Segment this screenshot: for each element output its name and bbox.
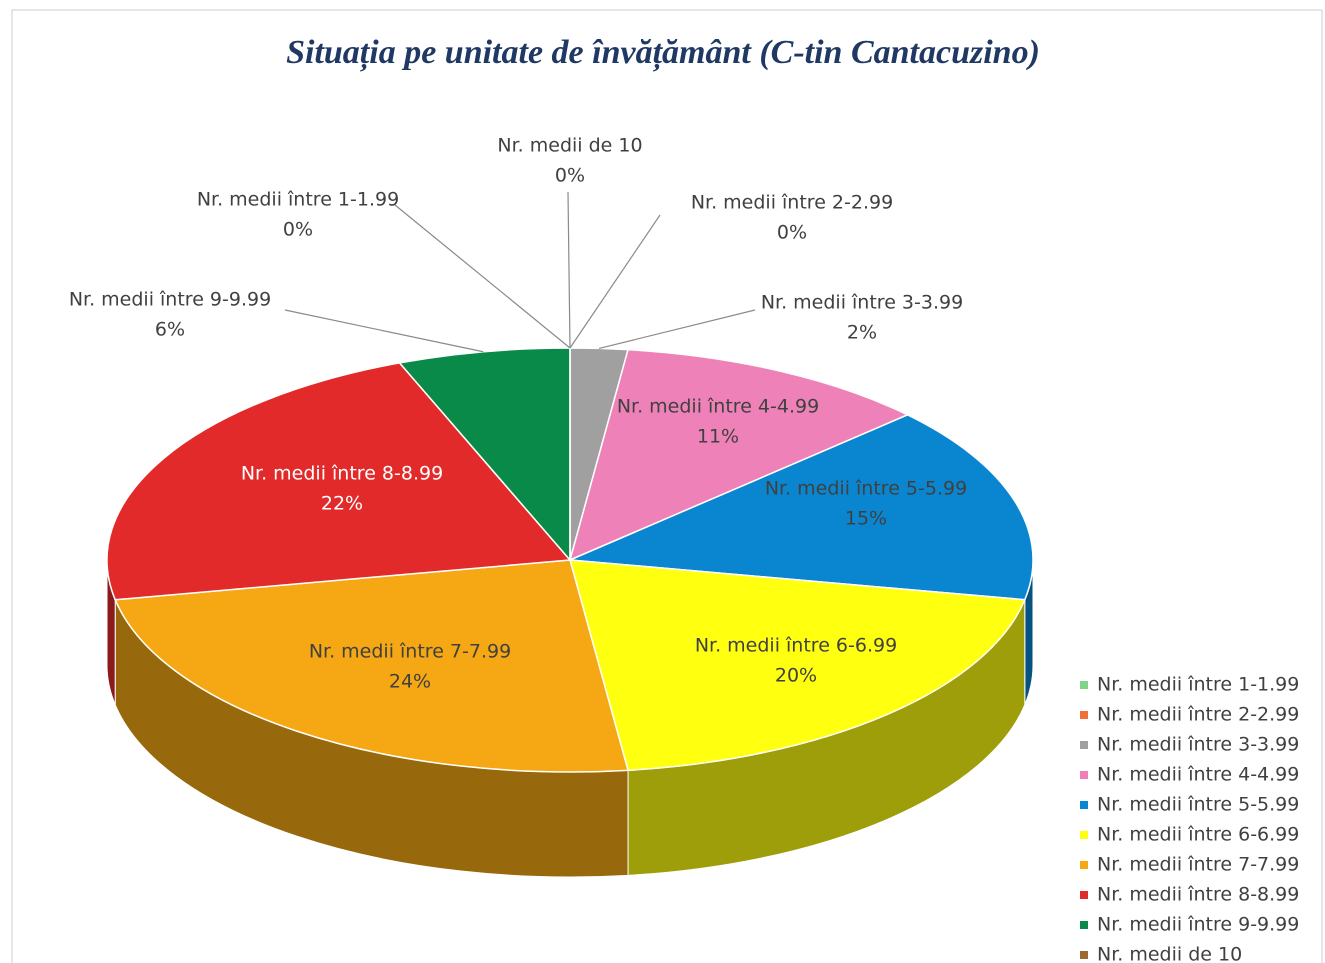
legend-label: Nr. medii între 2-2.99 xyxy=(1097,704,1299,726)
legend-swatch xyxy=(1080,771,1088,779)
legend-label: Nr. medii de 10 xyxy=(1097,944,1242,963)
data-label-name: Nr. medii între 2-2.99 xyxy=(691,192,893,214)
data-label: 6% xyxy=(155,319,185,341)
data-label: 20% xyxy=(775,665,817,687)
legend-swatch xyxy=(1080,861,1088,869)
chart-frame xyxy=(11,9,1323,963)
leader-line xyxy=(598,309,756,350)
data-label: 0% xyxy=(777,222,807,244)
data-label-name: Nr. medii între 3-3.99 xyxy=(761,292,963,314)
data-label: 0% xyxy=(283,219,313,241)
legend-swatch xyxy=(1080,951,1088,959)
leader-line xyxy=(567,191,571,349)
legend-label: Nr. medii între 1-1.99 xyxy=(1097,674,1299,696)
slice xyxy=(568,348,910,562)
data-label-name: Nr. medii între 5-5.99 xyxy=(765,478,967,500)
legend-label: Nr. medii între 7-7.99 xyxy=(1097,854,1299,876)
slice xyxy=(106,362,572,601)
data-label-name: Nr. medii între 8-8.99 xyxy=(241,463,443,485)
data-label: 0% xyxy=(555,165,585,187)
data-label-name: Nr. medii între 7-7.99 xyxy=(309,641,511,663)
legend-label: Nr. medii între 8-8.99 xyxy=(1097,884,1299,906)
legend-swatch xyxy=(1080,831,1088,839)
data-label-name: Nr. medii de 10 xyxy=(497,135,642,157)
data-label: 22% xyxy=(321,493,363,515)
leader-line xyxy=(284,309,484,353)
legend-label: Nr. medii între 9-9.99 xyxy=(1097,914,1299,936)
data-label: 2% xyxy=(847,322,877,344)
leader-line xyxy=(394,204,571,349)
legend-swatch xyxy=(1080,711,1088,719)
legend-swatch xyxy=(1080,921,1088,929)
leader-line xyxy=(569,214,661,349)
legend-swatch xyxy=(1080,891,1088,899)
data-label-name: Nr. medii între 4-4.99 xyxy=(617,396,819,418)
legend-label: Nr. medii între 6-6.99 xyxy=(1097,824,1299,846)
data-label-name: Nr. medii între 9-9.99 xyxy=(69,289,271,311)
data-label-name: Nr. medii între 1-1.99 xyxy=(197,189,399,211)
legend-swatch xyxy=(1080,801,1088,809)
slice xyxy=(568,559,1026,772)
chart-title: Situația pe unitate de învățământ (C-tin… xyxy=(286,34,1040,72)
data-label-name: Nr. medii între 6-6.99 xyxy=(695,635,897,657)
data-label: 24% xyxy=(389,671,431,693)
legend-swatch xyxy=(1080,741,1088,749)
data-label: 15% xyxy=(845,508,887,530)
data-label: 11% xyxy=(697,426,739,448)
slice xyxy=(114,559,629,773)
slice xyxy=(569,414,1034,601)
legend-label: Nr. medii între 4-4.99 xyxy=(1097,764,1299,786)
legend-label: Nr. medii între 3-3.99 xyxy=(1097,734,1299,756)
legend-label: Nr. medii între 5-5.99 xyxy=(1097,794,1299,816)
legend-swatch xyxy=(1080,681,1088,689)
